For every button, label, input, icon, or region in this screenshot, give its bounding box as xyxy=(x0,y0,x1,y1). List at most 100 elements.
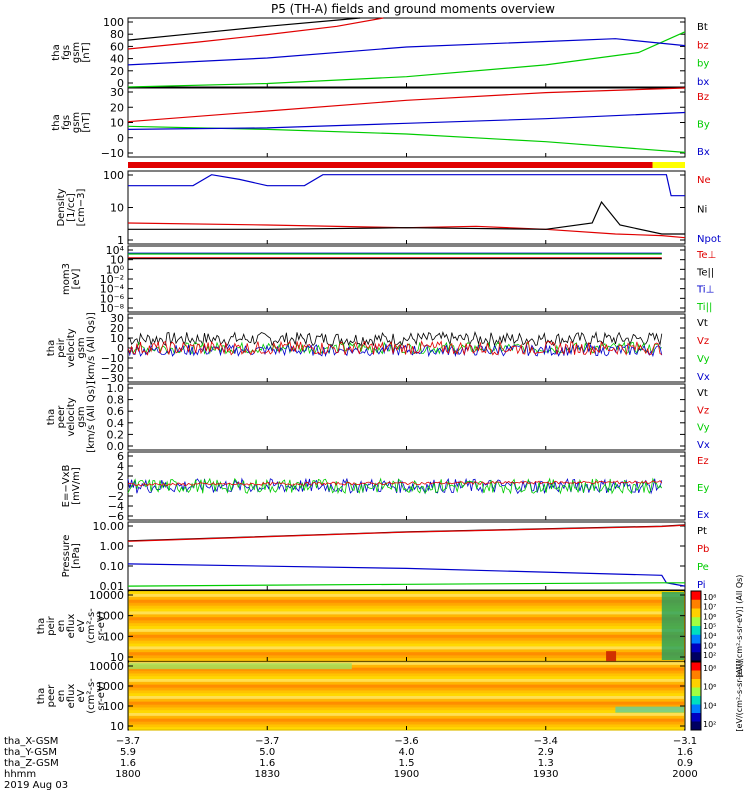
legend-entry: Vt xyxy=(697,388,708,399)
bottom-axis-labels: tha_X-GSM −3.7 −3.7 −3.6 −3.4 −3.1tha_Y-GSM 5.… xyxy=(4,736,698,791)
spectrogram-band xyxy=(129,663,352,669)
colorbar-tick-label: 10² xyxy=(703,720,716,729)
axis-row-value: 1.6 xyxy=(259,758,275,769)
y-tick-label: 10000 xyxy=(89,589,124,602)
axis-row-value: −3.1 xyxy=(673,736,697,747)
y-axis-label-line: [cm−3] xyxy=(76,189,87,227)
legend-entry: Vz xyxy=(697,336,709,347)
colorbar-segment xyxy=(691,617,701,626)
y-tick-label: 0.10 xyxy=(100,560,125,573)
colorbar-segment xyxy=(691,688,701,697)
legend-entry: Ne xyxy=(697,175,711,186)
axis-row-value: 1930 xyxy=(533,769,558,780)
y-tick-label: 100 xyxy=(103,16,124,29)
panel-1: 100806040200thafgsgsm[nT]Btbzbybx xyxy=(51,16,709,90)
legend-entry: Vx xyxy=(697,372,710,383)
legend-entry: Ez xyxy=(697,456,709,467)
panel-3 xyxy=(128,162,685,168)
colorbar-group: 10⁸10⁷10⁶10⁵10⁴10³10² [eV/(cm²-s-sr-eV)] … xyxy=(691,575,744,732)
legend-entry: By xyxy=(697,120,710,131)
y-axis-label-line: [nPa] xyxy=(71,543,82,569)
axis-row-label: tha_Z-GSM xyxy=(4,758,59,769)
y-tick-label: 30 xyxy=(110,86,124,99)
axis-row-value: 1.3 xyxy=(538,758,554,769)
colorbar-segment xyxy=(691,662,701,671)
legend-entry: Ti|| xyxy=(696,302,712,313)
y-axis-label: Pressure[nPa] xyxy=(61,535,82,578)
colorbar-tick-label: 10⁶ xyxy=(703,683,716,692)
y-axis-label: thapeirvelocitygsm[km/s (All Qs)] xyxy=(46,312,97,384)
legend-entry: Vz xyxy=(697,405,709,416)
y-tick-label: 80 xyxy=(110,28,124,41)
colorbar: 10⁸10⁶10⁴10² [eV/(cm²-s-sr-eV)] xyxy=(691,660,744,731)
panel-11: 10000100010010thapeerenefluxeV(cm²-s-sr-… xyxy=(36,660,685,733)
series-line-bz xyxy=(128,18,383,49)
y-tick-label: 100 xyxy=(103,169,124,182)
state-bar-segment xyxy=(653,162,685,168)
y-tick-label: 10 xyxy=(110,117,124,130)
axis-row-value: 4.0 xyxy=(399,747,415,758)
y-axis-label: thapeerenefluxeV(cm²-s-sr-eV) xyxy=(36,678,107,714)
axis-row-value: 1830 xyxy=(255,769,280,780)
y-tick-label: 10 xyxy=(110,720,124,733)
colorbar-tick-label: 10⁸ xyxy=(703,664,716,673)
axis-row-value: −3.7 xyxy=(116,736,140,747)
legend-entry: Ti⊥ xyxy=(696,285,714,296)
legend-entry: bx xyxy=(697,77,709,88)
series-line-ni xyxy=(128,202,685,234)
colorbar-tick-label: 10² xyxy=(703,651,716,660)
axis-row-value: 2.9 xyxy=(538,747,554,758)
axis-row-label: hhmm xyxy=(4,769,36,780)
date-label: 2019 Aug 03 xyxy=(4,780,68,791)
panel-6: 3020100−10−20−30thapeirvelocitygsm[km/s … xyxy=(46,312,710,385)
legend-entry: Te⊥ xyxy=(696,250,716,261)
legend-entry: Vy xyxy=(697,354,710,365)
colorbar-segment xyxy=(691,705,701,714)
legend-entry: Ex xyxy=(697,510,709,521)
colorbar-tick-label: 10⁴ xyxy=(703,632,716,641)
y-axis-label-line: [nT] xyxy=(81,42,92,62)
legend-entry: Te|| xyxy=(696,267,714,278)
y-axis-label: mom3[eV] xyxy=(61,263,82,295)
colorbar-segment xyxy=(691,609,701,618)
series-line-ne xyxy=(128,223,685,238)
colorbar-segment xyxy=(691,635,701,644)
y-axis-label-line: sr-eV) xyxy=(96,611,107,640)
y-tick-label: 20 xyxy=(110,65,124,78)
y-axis-label-line: [eV] xyxy=(71,269,82,290)
y-axis-label-line: [mV/m] xyxy=(71,467,82,505)
legend-entry: Vx xyxy=(697,440,710,451)
axis-row-value: −3.4 xyxy=(534,736,558,747)
y-axis-label-line: [nT] xyxy=(81,112,92,132)
y-tick-label: 20 xyxy=(110,101,124,114)
colorbar-segment xyxy=(691,626,701,635)
colorbar-segment xyxy=(691,652,701,661)
y-axis-label: E=−VxB[mV/m] xyxy=(61,465,82,508)
axis-row-value: 5.9 xyxy=(120,747,136,758)
axis-row-value: 1.6 xyxy=(677,747,693,758)
panel-9: 10.001.000.100.01Pressure[nPa]PtPbPePi xyxy=(61,520,709,593)
axis-row-label: tha_X-GSM xyxy=(4,736,58,747)
legend-entry: Vy xyxy=(697,423,710,434)
y-tick-label: 0 xyxy=(117,132,124,145)
series-line-pe xyxy=(128,583,685,586)
axis-row-value: 1.5 xyxy=(399,758,415,769)
axis-row-value: 5.0 xyxy=(259,747,275,758)
colorbar-tick-label: 10³ xyxy=(703,641,716,650)
y-axis-label: thapeervelocitygsm[km/s (All Qs)] xyxy=(46,381,97,453)
y-axis-label: Density[1/cc][cm−3] xyxy=(56,188,87,226)
legend-entry: Bz xyxy=(697,92,709,103)
colorbar-segment xyxy=(691,600,701,609)
figure-title: P5 (TH-A) fields and ground moments over… xyxy=(271,2,555,16)
series-line-bx xyxy=(128,39,685,65)
panel-frame xyxy=(128,384,685,450)
legend-entry: bz xyxy=(697,40,709,51)
y-axis-label-line: [km/s (All Qs)] xyxy=(86,381,97,453)
spectrogram-band xyxy=(615,707,684,713)
panel-frame xyxy=(128,88,685,157)
axis-row-value: 1.6 xyxy=(120,758,136,769)
y-tick-label: 40 xyxy=(110,53,124,66)
colorbar-segment xyxy=(691,696,701,705)
legend-entry: Vt xyxy=(697,318,708,329)
y-axis-label-line: sr-eV) xyxy=(96,681,107,710)
